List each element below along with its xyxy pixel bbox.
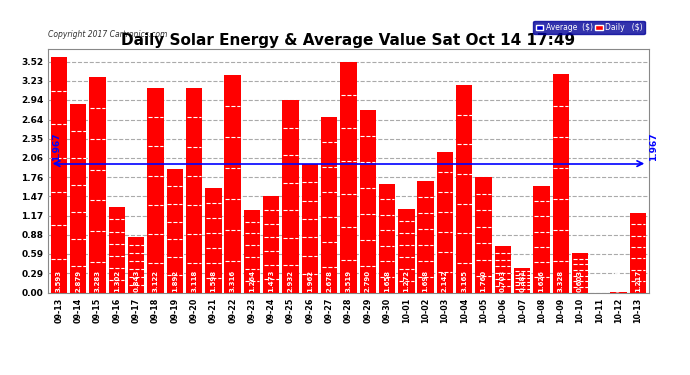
Text: 3.122: 3.122 — [152, 270, 159, 292]
Text: 1.217: 1.217 — [635, 270, 641, 292]
Text: 1.698: 1.698 — [423, 270, 428, 292]
Bar — [495, 246, 511, 292]
Text: 3.283: 3.283 — [95, 270, 101, 292]
Bar — [282, 100, 299, 292]
Text: 2.879: 2.879 — [75, 270, 81, 292]
Text: 3.118: 3.118 — [191, 270, 197, 292]
Text: 1.967: 1.967 — [52, 132, 61, 161]
Bar — [514, 267, 531, 292]
Text: 3.316: 3.316 — [230, 270, 236, 292]
Text: 1.626: 1.626 — [538, 270, 544, 292]
Text: 0.843: 0.843 — [133, 270, 139, 292]
Text: 1.892: 1.892 — [172, 270, 178, 292]
Bar — [321, 117, 337, 292]
Bar — [359, 110, 376, 292]
Bar — [533, 186, 550, 292]
Bar — [89, 77, 106, 292]
Bar — [379, 184, 395, 292]
Text: 1.272: 1.272 — [404, 270, 409, 292]
Bar — [340, 62, 357, 292]
Bar — [417, 181, 434, 292]
Text: 1.760: 1.760 — [480, 270, 486, 292]
Text: 2.790: 2.790 — [365, 270, 371, 292]
Bar — [263, 196, 279, 292]
Bar — [244, 210, 260, 292]
Bar — [456, 85, 473, 292]
Bar — [128, 237, 144, 292]
Bar — [572, 253, 589, 292]
Bar — [398, 209, 415, 292]
Text: 2.678: 2.678 — [326, 270, 332, 292]
Text: 1.658: 1.658 — [384, 270, 390, 292]
Text: 1.967: 1.967 — [649, 132, 658, 161]
Bar — [205, 188, 221, 292]
Text: 1.264: 1.264 — [249, 270, 255, 292]
Bar — [630, 213, 647, 292]
Bar — [475, 177, 492, 292]
Text: 3.328: 3.328 — [558, 270, 564, 292]
Text: 1.473: 1.473 — [268, 270, 274, 292]
Text: 0.703: 0.703 — [500, 270, 506, 292]
Bar — [70, 104, 86, 292]
Text: 2.142: 2.142 — [442, 270, 448, 292]
Bar — [553, 74, 569, 292]
Text: 1.962: 1.962 — [307, 270, 313, 292]
Text: 1.598: 1.598 — [210, 270, 217, 292]
Bar — [108, 207, 125, 292]
Legend: Average  ($), Daily   ($): Average ($), Daily ($) — [533, 21, 644, 34]
Text: 3.165: 3.165 — [461, 270, 467, 292]
Text: 3.593: 3.593 — [56, 270, 62, 292]
Bar — [147, 88, 164, 292]
Text: 0.381: 0.381 — [519, 270, 525, 292]
Text: 0.003: 0.003 — [615, 270, 622, 292]
Title: Daily Solar Energy & Average Value Sat Oct 14 17:49: Daily Solar Energy & Average Value Sat O… — [121, 33, 575, 48]
Text: 2.932: 2.932 — [288, 270, 293, 292]
Bar — [186, 88, 202, 292]
Bar — [166, 168, 183, 292]
Bar — [302, 164, 318, 292]
Text: 0.603: 0.603 — [577, 270, 583, 292]
Bar — [224, 75, 241, 292]
Text: Copyright 2017 Cartronics.com: Copyright 2017 Cartronics.com — [48, 30, 168, 39]
Bar — [437, 152, 453, 292]
Bar — [50, 57, 67, 292]
Text: 1.302: 1.302 — [114, 270, 120, 292]
Text: 3.519: 3.519 — [346, 270, 351, 292]
